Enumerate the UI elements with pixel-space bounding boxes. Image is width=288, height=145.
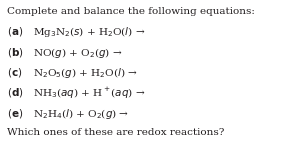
Text: Mg$_3$N$_2$($s$) + H$_2$O($l$) →: Mg$_3$N$_2$($s$) + H$_2$O($l$) → — [33, 25, 145, 39]
Text: $\bf{\mathrm{(}c\mathrm{)}}$: $\bf{\mathrm{(}c\mathrm{)}}$ — [7, 66, 22, 79]
Text: Complete and balance the following equations:: Complete and balance the following equat… — [7, 7, 255, 16]
Text: Which ones of these are redox reactions?: Which ones of these are redox reactions? — [7, 128, 225, 137]
Text: NO($g$) + O$_2$($g$) →: NO($g$) + O$_2$($g$) → — [33, 46, 122, 60]
Text: N$_2$O$_5$($g$) + H$_2$O($l$) →: N$_2$O$_5$($g$) + H$_2$O($l$) → — [33, 66, 138, 80]
Text: NH$_3$($aq$) + H$^+$($aq$) →: NH$_3$($aq$) + H$^+$($aq$) → — [33, 86, 146, 101]
Text: $\bf{\mathrm{(}e\mathrm{)}}$: $\bf{\mathrm{(}e\mathrm{)}}$ — [7, 107, 23, 120]
Text: $\bf{\mathrm{(}b\mathrm{)}}$: $\bf{\mathrm{(}b\mathrm{)}}$ — [7, 46, 24, 59]
Text: $\bf{\mathrm{(}a\mathrm{)}}$: $\bf{\mathrm{(}a\mathrm{)}}$ — [7, 25, 23, 38]
Text: $\bf{\mathrm{(}d\mathrm{)}}$: $\bf{\mathrm{(}d\mathrm{)}}$ — [7, 86, 24, 99]
Text: N$_2$H$_4$($l$) + O$_2$($g$) →: N$_2$H$_4$($l$) + O$_2$($g$) → — [33, 107, 129, 121]
